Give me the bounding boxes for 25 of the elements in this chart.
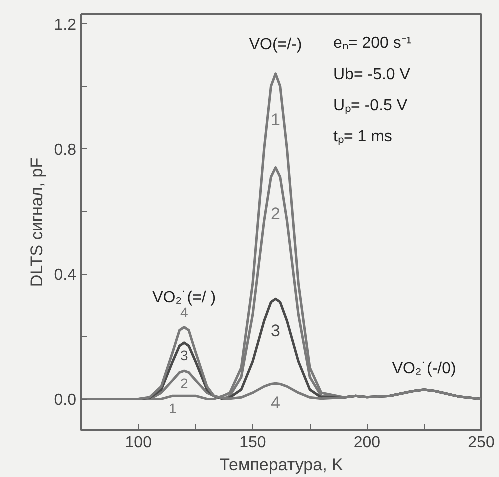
annotation: VO₂˙(=/ ) <box>152 290 216 307</box>
x-tick-label: 100 <box>125 434 152 452</box>
series-label: 1 <box>271 110 281 130</box>
annotation: VO₂˙(-/0) <box>392 360 456 378</box>
annotation: VO(=/-) <box>249 36 302 54</box>
y-tick-label: 0.0 <box>54 392 77 410</box>
x-tick-label: 200 <box>354 434 381 452</box>
series-label: 4 <box>180 304 188 321</box>
text: 4 <box>271 393 281 412</box>
x-tick-label: 250 <box>468 434 495 452</box>
annotation: eₙ= 200 s⁻¹ <box>334 35 412 52</box>
series-label: 3 <box>180 347 188 364</box>
x-axis-title: Температура, K <box>220 456 344 474</box>
y-axis-title: DLTS сигнал, pF <box>27 158 46 288</box>
text: 2 <box>271 204 281 224</box>
text: 3 <box>271 321 281 340</box>
y-tick-label: 0.8 <box>54 142 77 159</box>
text: 1 <box>169 400 177 417</box>
annotation: Ub= -5.0 V <box>334 66 411 84</box>
series-label: 2 <box>180 376 188 392</box>
annotation: tₚ= 1 ms <box>334 128 392 146</box>
annotation: Uₚ= -0.5 V <box>334 98 408 115</box>
x-tick-label: 150 <box>240 434 266 452</box>
y-tick-label: 1.2 <box>54 16 77 34</box>
y-tick-label: 0.4 <box>54 267 77 284</box>
